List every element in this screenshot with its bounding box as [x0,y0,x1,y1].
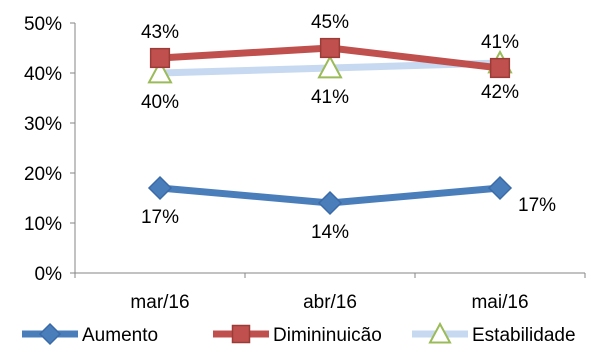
legend-item-dimininuicao: Dimininuicão [213,324,382,346]
x-tick-label: mar/16 [130,292,189,313]
legend-marker [231,324,251,344]
legend-label: Dimininuicão [273,325,382,346]
legend-label: Estabilidade [472,325,576,346]
data-point [147,175,173,201]
data-point [317,54,343,79]
x-axis: mar/16 abr/16 mai/16 [74,272,586,313]
data-label: 41% [311,87,349,108]
y-tick-label: 10% [24,214,62,235]
x-tick-label: abr/16 [303,292,357,313]
data-label: 14% [311,222,349,243]
data-label: 43% [141,22,179,43]
legend-marker [38,322,62,346]
legend-label: Aumento [82,325,158,346]
data-label: 41% [481,32,519,53]
y-tick-label: 30% [24,114,62,135]
data-point [149,47,171,69]
data-label: 40% [141,92,179,113]
y-tick-label: 20% [24,164,62,185]
legend-item-aumento: Aumento [22,322,158,346]
data-point [319,37,341,59]
data-point [489,57,511,79]
series-layer [147,37,513,216]
y-axis: 0% 10% 20% 30% 40% 50% [24,14,76,285]
series-aumento [147,175,513,216]
x-tick-label: mai/16 [471,292,528,313]
data-label: 42% [481,82,519,103]
y-tick-label: 40% [24,64,62,85]
legend-item-estabilidade: Estabilidade [412,321,576,346]
y-tick-label: 0% [35,264,63,285]
data-labels: 17% 14% 17% 43% 45% 41% 40% 41% 42% [141,12,556,243]
y-tick-label: 50% [24,14,62,35]
data-point [147,59,173,84]
data-point [317,190,343,216]
legend-marker [428,321,452,344]
data-label: 17% [141,207,179,228]
data-label: 17% [518,195,556,216]
legend: Aumento Dimininuicão Estabilidade [22,321,576,346]
data-point [487,175,513,201]
data-label: 45% [311,12,349,33]
series-dimininuicao [149,37,511,79]
